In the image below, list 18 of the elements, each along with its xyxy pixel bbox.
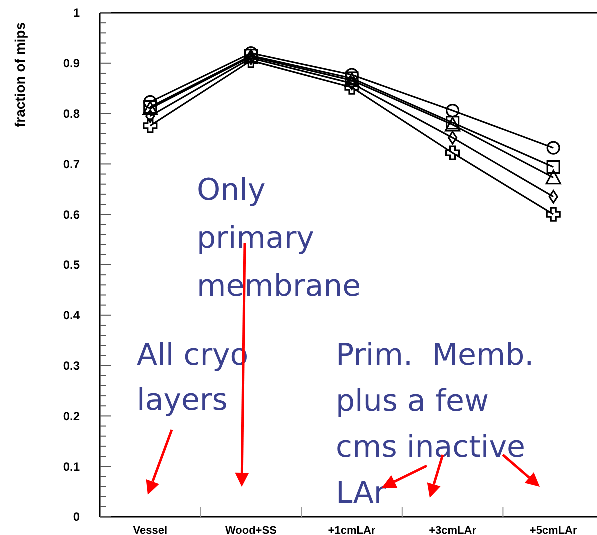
y-tick-label: 0.2 — [63, 409, 80, 424]
y-tick-label: 0.9 — [63, 56, 80, 71]
y-tick-label: 1 — [73, 6, 80, 20]
y-axis-title: fraction of mips — [12, 22, 28, 128]
y-tick-label: 0.3 — [63, 359, 80, 373]
x-tick-label: Wood+SS — [225, 525, 277, 535]
y-tick-label: 0.5 — [63, 258, 80, 272]
y-tick-label: 0 — [73, 510, 80, 524]
x-tick-label: +3cmLAr — [429, 525, 478, 535]
annotation: Prim. Memb. plus a few cms inactive LAr — [336, 338, 534, 511]
x-tick-label: +1cmLAr — [328, 525, 376, 535]
y-tick-label: 0.4 — [63, 308, 80, 323]
y-tick-label: 0.1 — [63, 460, 80, 474]
y-tick-label: 0.7 — [63, 157, 80, 172]
x-tick-label: Vessel — [133, 525, 168, 535]
y-tick-label: 0.6 — [63, 208, 80, 222]
x-tick-label: +5cmLAr — [530, 525, 578, 535]
y-tick-label: 0.8 — [63, 107, 80, 121]
